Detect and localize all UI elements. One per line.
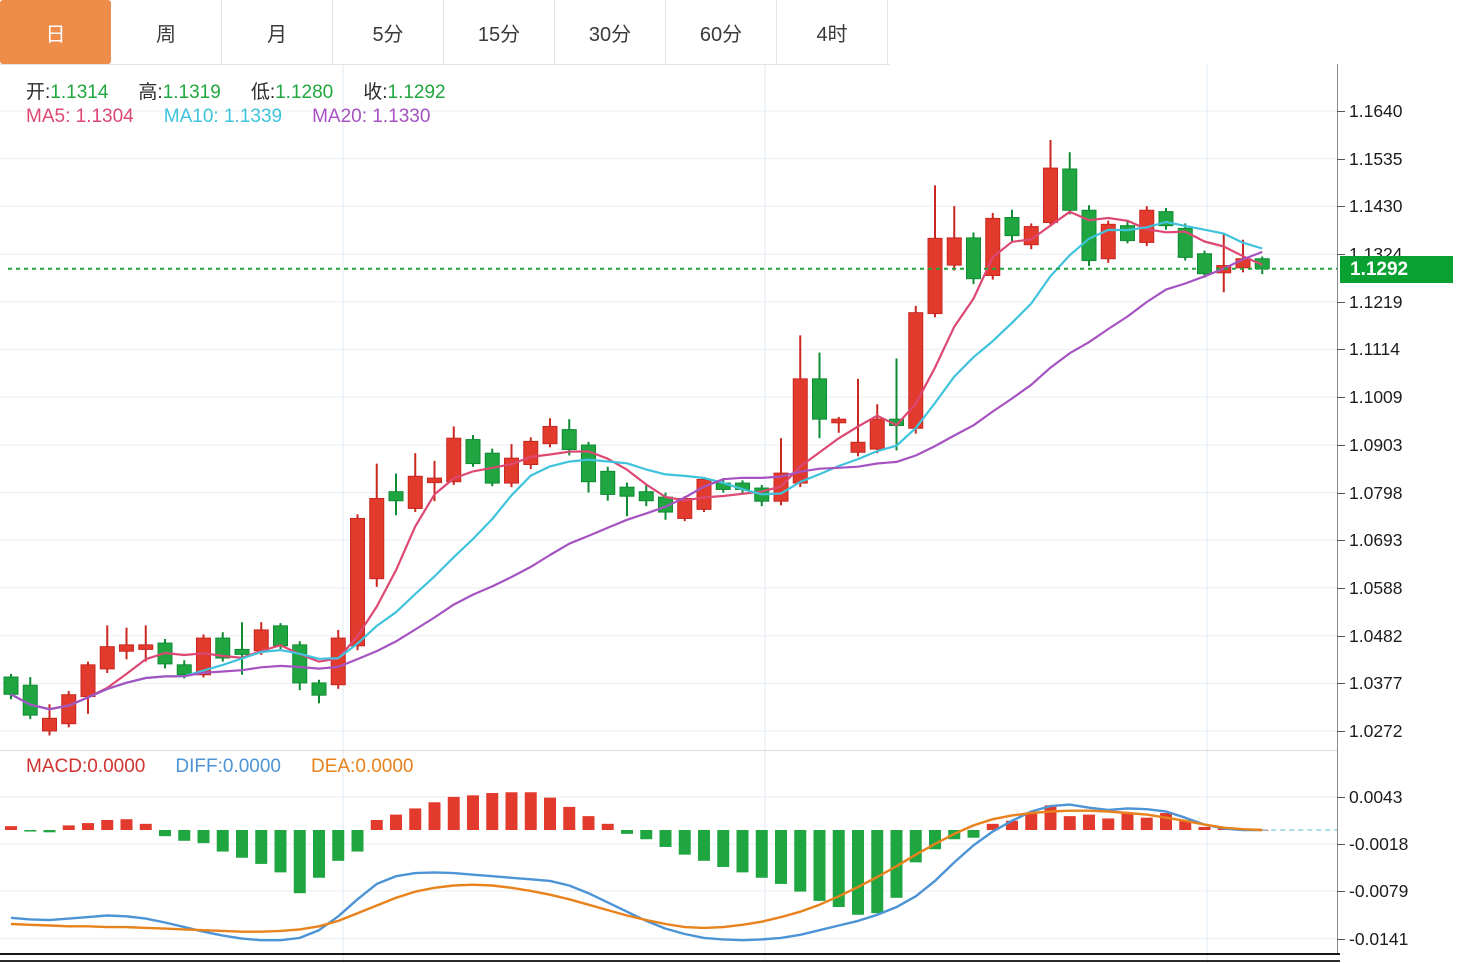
price-tick-1.1430-tick xyxy=(1337,206,1345,208)
price-tick-1.0482-label: 1.0482 xyxy=(1349,625,1403,646)
tab-15min[interactable]: 15分 xyxy=(444,0,555,64)
price-tick-1.1324-tick xyxy=(1337,254,1345,256)
price-tick-1.0588-tick xyxy=(1337,587,1345,589)
price-tick-1.1640-tick xyxy=(1337,111,1345,112)
low-value: 1.1280 xyxy=(275,82,334,103)
price-tick-1.0798-label: 1.0798 xyxy=(1349,482,1403,503)
ma20-value: 1.1330 xyxy=(372,106,431,127)
price-tick-1.0272-label: 1.0272 xyxy=(1349,720,1403,741)
ma10-label: MA10: xyxy=(163,106,219,127)
price-tick-1.0588-label: 1.0588 xyxy=(1349,577,1403,598)
price-tick-1.0693-label: 1.0693 xyxy=(1349,530,1403,551)
bottom-edge-line xyxy=(0,960,1340,962)
price-tick-1.0693-tick xyxy=(1337,540,1345,542)
tab-60min[interactable]: 60分 xyxy=(666,0,777,64)
macd-chart[interactable] xyxy=(0,752,1337,963)
price-tick-1.0798-tick xyxy=(1337,492,1345,494)
ma5-label: MA5: xyxy=(26,106,71,127)
ma10-value: 1.1339 xyxy=(223,106,283,127)
price-tick-1.0272-tick xyxy=(1337,730,1345,732)
tab-day[interactable]: 日 xyxy=(0,0,111,64)
macd-tick--0.0018-tick xyxy=(1337,843,1345,845)
y-axis-border xyxy=(1337,64,1338,955)
close-label: 收: xyxy=(363,82,388,103)
low-label: 低: xyxy=(250,82,276,103)
macd-tick--0.0079-label: -0.0079 xyxy=(1349,880,1409,901)
macd-tick-0.0043-tick xyxy=(1337,796,1345,798)
price-tick-1.0903-label: 1.0903 xyxy=(1349,435,1403,455)
tab-5min[interactable]: 5分 xyxy=(333,0,444,64)
price-tick-1.1430-label: 1.1430 xyxy=(1349,196,1403,217)
tab-30min[interactable]: 30分 xyxy=(555,0,666,64)
tab-week[interactable]: 周 xyxy=(111,0,222,64)
price-tick-1.1535-tick xyxy=(1337,158,1345,160)
diff-label: DIFF: xyxy=(175,756,223,777)
ma20-label: MA20: xyxy=(312,106,368,127)
macd-tick--0.0079-tick xyxy=(1337,890,1345,892)
price-tick-1.0482-tick xyxy=(1337,635,1345,637)
price-tick-1.0903-tick xyxy=(1337,445,1345,446)
price-tick-1.1219-label: 1.1219 xyxy=(1349,291,1403,312)
macd-tick--0.0141-label: -0.0141 xyxy=(1349,928,1409,949)
ma5-value: 1.1304 xyxy=(75,106,134,127)
pane-divider xyxy=(0,750,1337,751)
macd-label: MACD: xyxy=(26,756,88,777)
price-tick-1.1535-label: 1.1535 xyxy=(1349,148,1403,169)
price-tick-1.1009-tick xyxy=(1337,396,1345,398)
ohlc-readout: 开:1.1314 高:1.1319 低:1.1280 收:1.1292 xyxy=(26,77,476,104)
close-value: 1.1292 xyxy=(387,82,446,103)
macd-tick-0.0043-label: 0.0043 xyxy=(1349,786,1403,807)
tab-4hour[interactable]: 4时 xyxy=(777,0,888,64)
open-value: 1.1314 xyxy=(50,82,109,103)
macd-readout: MACD:0.0000 DIFF:0.0000 DEA:0.0000 xyxy=(26,756,443,778)
interval-tabbar: 日周月 5分 15分 30分 60分 4时 xyxy=(0,0,890,65)
price-tick-1.0377-tick xyxy=(1337,683,1345,685)
dea-value: 0.0000 xyxy=(355,756,414,777)
price-tick-1.0377-label: 1.0377 xyxy=(1349,673,1403,694)
ma-readout: MA5: 1.1304 MA10: 1.1339 MA20: 1.1330 xyxy=(26,106,460,128)
price-chart[interactable] xyxy=(0,64,1337,752)
macd-tick--0.0141-tick xyxy=(1337,938,1345,940)
tab-month[interactable]: 月 xyxy=(222,0,333,64)
macd-tick--0.0018-label: -0.0018 xyxy=(1349,833,1409,854)
price-tick-1.1640-label: 1.1640 xyxy=(1349,101,1403,121)
price-tick-1.1114-label: 1.1114 xyxy=(1349,339,1400,360)
macd-value: 0.0000 xyxy=(87,756,146,777)
current-price-badge: 1.1292 xyxy=(1340,256,1453,283)
high-label: 高: xyxy=(138,82,163,103)
price-tick-1.1009-label: 1.1009 xyxy=(1349,386,1403,407)
open-label: 开: xyxy=(26,82,51,103)
dea-label: DEA: xyxy=(310,756,356,777)
high-value: 1.1319 xyxy=(162,82,221,103)
diff-value: 0.0000 xyxy=(222,756,281,777)
price-tick-1.1219-tick xyxy=(1337,301,1345,303)
price-tick-1.1114-tick xyxy=(1337,349,1345,351)
x-axis-line xyxy=(0,953,1340,955)
